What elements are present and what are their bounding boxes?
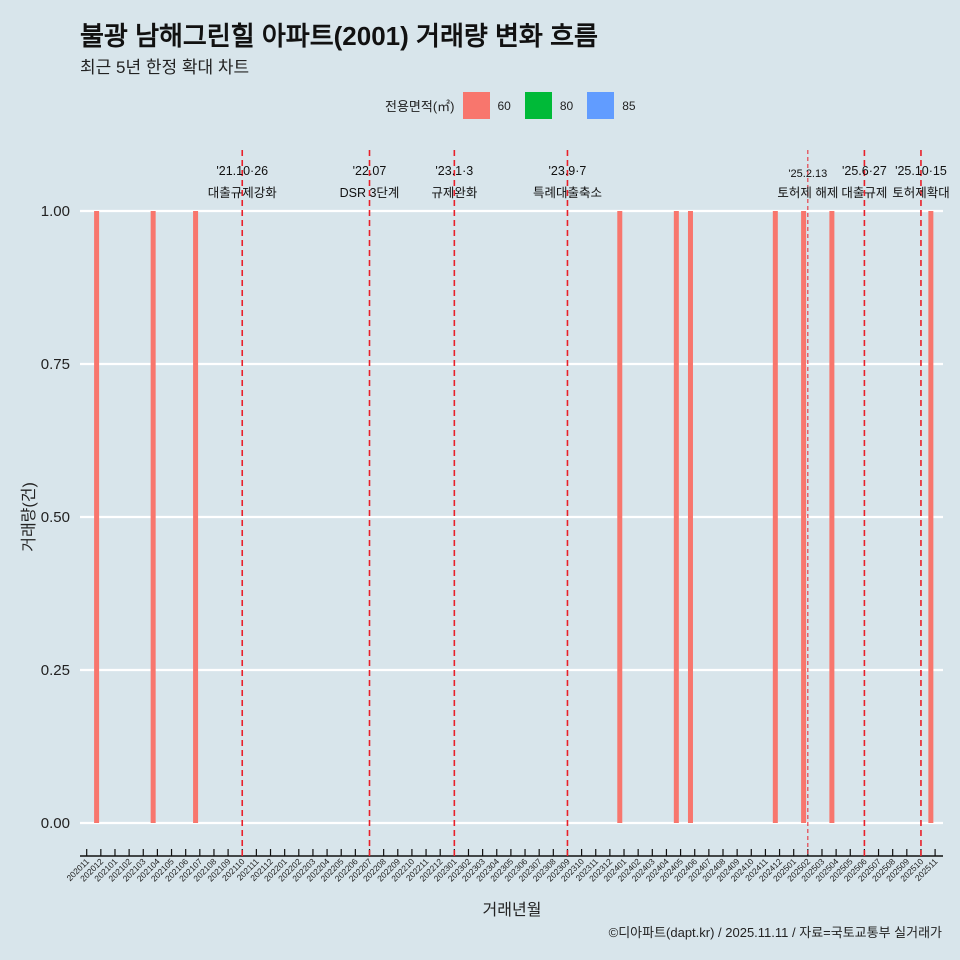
bar: [687, 211, 693, 823]
event-label: 대출규제: [841, 186, 887, 200]
bar: [829, 211, 835, 823]
x-axis-title: 거래년월: [483, 901, 542, 919]
event-date: '25.2.13: [788, 168, 827, 180]
event-label: 토허제확대: [892, 186, 950, 200]
event-label: DSR 3단계: [340, 186, 400, 200]
caption: ©디아파트(dapt.kr) / 2025.11.11 / 자료=국토교통부 실…: [608, 925, 942, 940]
legend-key-60: [462, 92, 490, 119]
legend-key-85: [587, 92, 615, 119]
chart-title: 불광 남해그린힐 아파트(2001) 거래량 변화 흐름: [80, 21, 598, 51]
event-date: '23.9·7: [549, 164, 587, 178]
bar: [928, 211, 934, 823]
event-date: '22.07: [353, 164, 387, 178]
event-date: '21.10·26: [216, 164, 268, 178]
y-tick-label: 0.00: [41, 815, 70, 832]
legend: 전용면적(㎡) 60 80 85: [385, 92, 650, 119]
y-axis-title: 거래량(건): [20, 482, 38, 552]
bar: [94, 211, 100, 823]
event-label: 규제완화: [431, 186, 478, 200]
chart-subtitle: 최근 5년 한정 확대 차트: [80, 58, 250, 77]
event-label: 토허제 해제: [777, 186, 838, 200]
event-label: 대출규제강화: [208, 186, 278, 200]
y-tick-label: 0.50: [41, 509, 70, 526]
y-tick-label: 0.75: [41, 356, 70, 373]
bar: [801, 211, 807, 823]
legend-label-80: 80: [559, 98, 574, 113]
event-date: '25.6·27: [842, 164, 887, 178]
legend-label-60: 60: [497, 98, 511, 113]
legend-key-80: [524, 92, 552, 119]
legend-title: 전용면적(㎡): [385, 99, 455, 114]
y-tick-label: 1.00: [41, 203, 70, 220]
event-date: '23.1·3: [435, 164, 473, 178]
y-tick-label: 0.25: [41, 662, 70, 679]
event-date: '25.10·15: [895, 164, 947, 178]
bar: [772, 211, 778, 823]
bar: [673, 211, 679, 823]
bar: [193, 211, 199, 823]
bar: [617, 211, 623, 823]
legend-label-85: 85: [622, 98, 636, 113]
bar: [150, 211, 156, 823]
event-label: 특례대출축소: [533, 186, 602, 200]
